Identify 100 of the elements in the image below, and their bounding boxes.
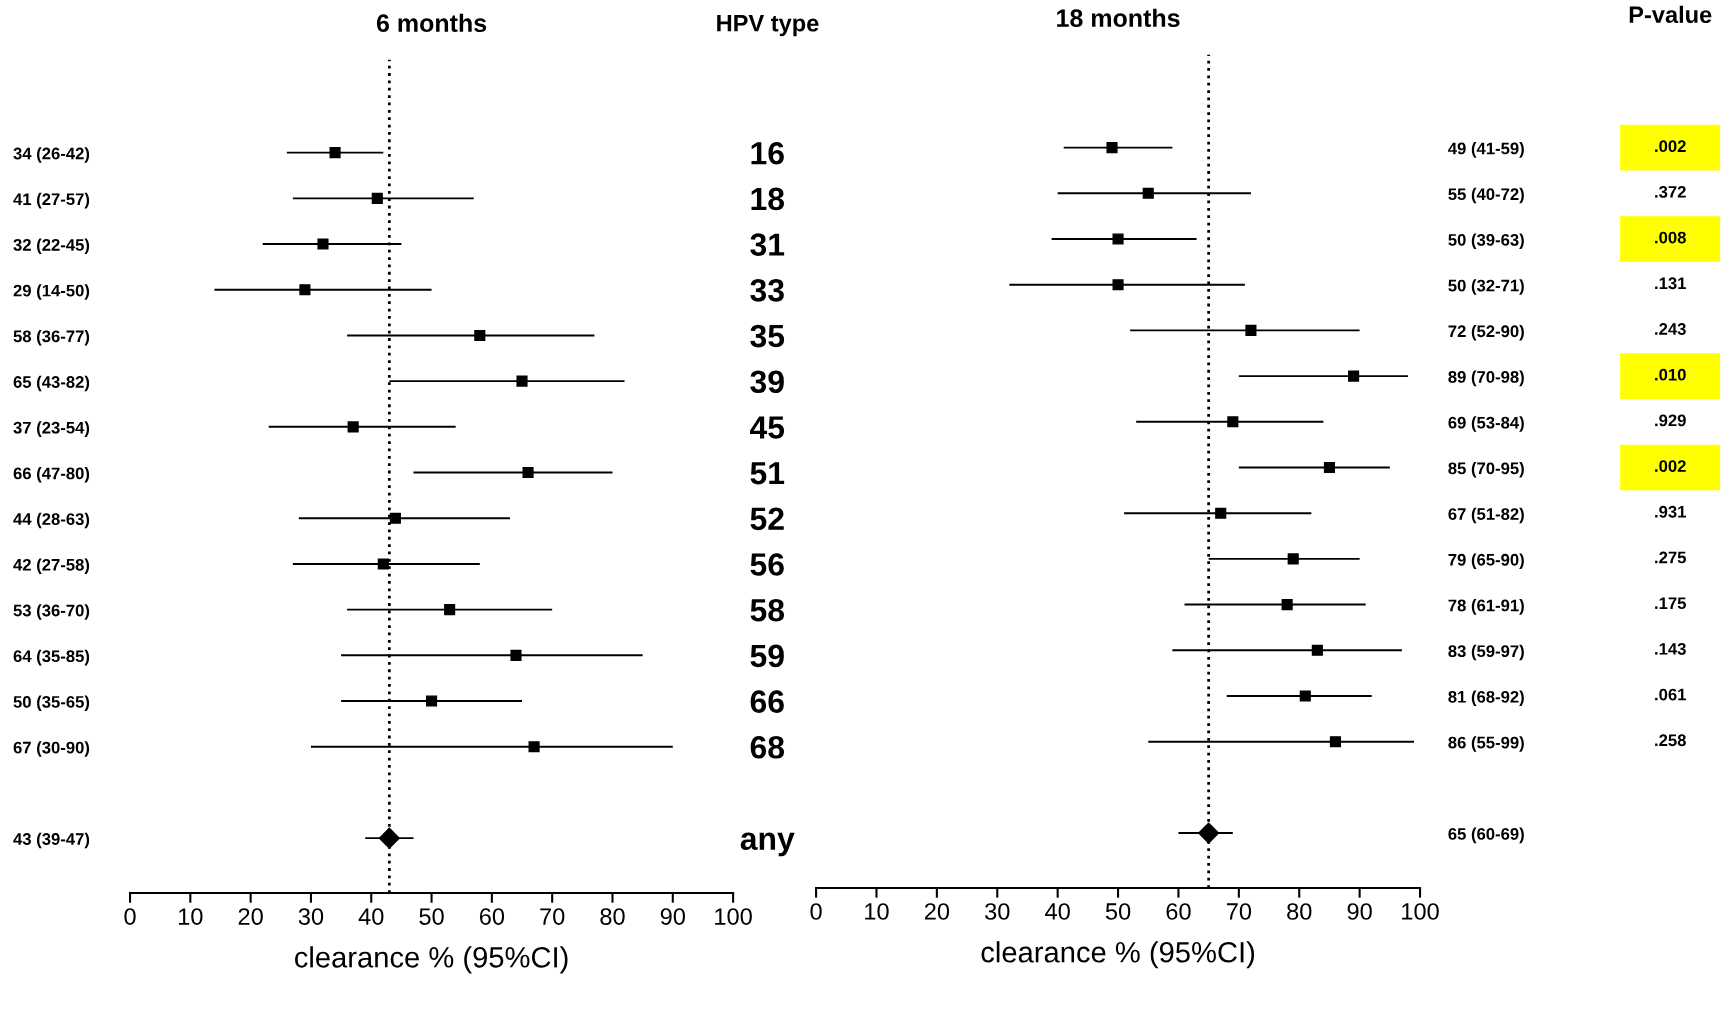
y-tick-label: any xyxy=(740,832,795,857)
x-tick-label: 0 xyxy=(810,903,822,920)
x-tick-label: 90 xyxy=(1347,903,1372,920)
data-label: 41 (27-57) xyxy=(13,192,90,209)
point xyxy=(426,695,438,707)
y-tick-label: 51 xyxy=(750,462,785,485)
point xyxy=(389,512,401,524)
data-label: 89 (70-98) xyxy=(1448,370,1524,387)
data-label: 49 (41-59) xyxy=(1448,142,1524,158)
point xyxy=(1227,416,1239,428)
x-tick-label: 100 xyxy=(1402,903,1439,920)
data-label: 42 (27-58) xyxy=(13,558,90,574)
x-axis-title: clearance % (95%CI) xyxy=(981,941,1255,969)
y-tick-label: 45 xyxy=(749,416,785,439)
text: .131 xyxy=(1655,277,1686,290)
point xyxy=(1112,233,1124,245)
text: 65 (60-69) xyxy=(1448,827,1524,844)
text: .931 xyxy=(1655,505,1686,518)
y-tick-label: 18 xyxy=(751,187,785,211)
point xyxy=(1112,279,1124,291)
chart-title: 6 months xyxy=(376,13,487,33)
x-tick-label: 30 xyxy=(985,903,1010,920)
data-label: 78 (61-91) xyxy=(1448,599,1524,615)
text: .372 xyxy=(1655,185,1686,198)
y-tick-label: 39 xyxy=(750,370,784,394)
text: .008 xyxy=(1655,231,1686,244)
data-label: 29 (14-50) xyxy=(13,284,90,300)
x-tick-label: 50 xyxy=(419,908,444,925)
data-label: 79 (65-90) xyxy=(1448,553,1524,569)
y-tick-label: 31 xyxy=(750,233,785,256)
text: .258 xyxy=(1655,734,1686,747)
text: .010 xyxy=(1655,368,1686,381)
x-tick-label: 10 xyxy=(865,903,889,920)
point xyxy=(444,604,456,616)
data-label: 50 (32-71) xyxy=(1448,279,1524,295)
point xyxy=(347,421,359,433)
data-label: 37 (23-54) xyxy=(13,421,90,437)
data-label: 65 (43-82) xyxy=(13,375,90,392)
x-tick-label: 60 xyxy=(479,908,505,925)
x-tick-label: 60 xyxy=(1166,903,1191,920)
y-tick-label: 66 xyxy=(750,690,784,713)
point xyxy=(1245,324,1257,336)
data-label: 50 (35-65) xyxy=(13,695,90,712)
point xyxy=(329,147,341,159)
data-label: 32 (22-45) xyxy=(13,238,90,255)
data-label: 72 (52-90) xyxy=(1448,324,1524,341)
y-axis-title: HPV type xyxy=(717,15,819,37)
x-tick-label: 90 xyxy=(660,908,685,925)
data-label: 67 (30-90) xyxy=(13,741,90,757)
data-label: 53 (36-70) xyxy=(13,604,90,620)
y-tick-label: 56 xyxy=(750,553,784,576)
y-tick-label: 59 xyxy=(750,644,784,668)
y-tick-label: 68 xyxy=(750,736,785,759)
point xyxy=(377,558,389,570)
text: .002 xyxy=(1655,460,1686,472)
x-tick-label: 50 xyxy=(1105,903,1131,920)
point xyxy=(1142,187,1154,199)
point xyxy=(1281,599,1293,611)
point xyxy=(1215,507,1227,519)
point xyxy=(371,192,383,204)
data-label: 67 (51-82) xyxy=(1448,507,1524,524)
text: .929 xyxy=(1655,414,1686,427)
point xyxy=(1106,142,1118,154)
text: P-value xyxy=(1629,5,1712,24)
text: .143 xyxy=(1655,642,1686,655)
x-tick-label: 80 xyxy=(1287,903,1312,920)
point xyxy=(299,284,311,296)
data-label: 66 (47-80) xyxy=(13,467,90,483)
y-tick-label: 16 xyxy=(751,141,784,165)
data-label: 55 (40-72) xyxy=(1448,187,1524,204)
y-tick-label: 58 xyxy=(750,598,785,622)
x-tick-label: 20 xyxy=(924,903,950,920)
data-label: 81 (68-92) xyxy=(1448,690,1524,707)
text: .061 xyxy=(1655,688,1686,701)
point xyxy=(317,238,329,250)
point xyxy=(1198,822,1220,844)
point xyxy=(1287,553,1299,565)
point xyxy=(516,375,528,387)
x-tick-label: 40 xyxy=(1045,903,1070,920)
point xyxy=(1299,690,1311,702)
y-tick-label: 52 xyxy=(750,507,784,531)
data-label: 50 (39-63) xyxy=(1448,233,1524,250)
x-tick-label: 80 xyxy=(600,908,625,925)
text: .275 xyxy=(1655,551,1686,564)
data-label: 44 (28-63) xyxy=(13,512,90,529)
x-tick-label: 100 xyxy=(715,908,752,925)
y-tick-label: 35 xyxy=(750,324,785,348)
data-label: 58 (36-77) xyxy=(13,329,90,346)
data-label: 69 (53-84) xyxy=(1448,416,1524,432)
point xyxy=(1311,644,1323,656)
point xyxy=(522,466,534,479)
data-label: 34 (26-42) xyxy=(13,147,90,163)
data-label: 83 (59-97) xyxy=(1448,644,1524,661)
point xyxy=(510,649,522,661)
x-tick-label: 40 xyxy=(358,908,384,925)
x-tick-label: 70 xyxy=(1226,903,1252,920)
y-tick-label: 33 xyxy=(750,279,784,302)
text: 43 (39-47) xyxy=(13,832,90,849)
x-tick-label: 20 xyxy=(238,908,263,925)
chart-title: 18 months xyxy=(1057,8,1180,28)
